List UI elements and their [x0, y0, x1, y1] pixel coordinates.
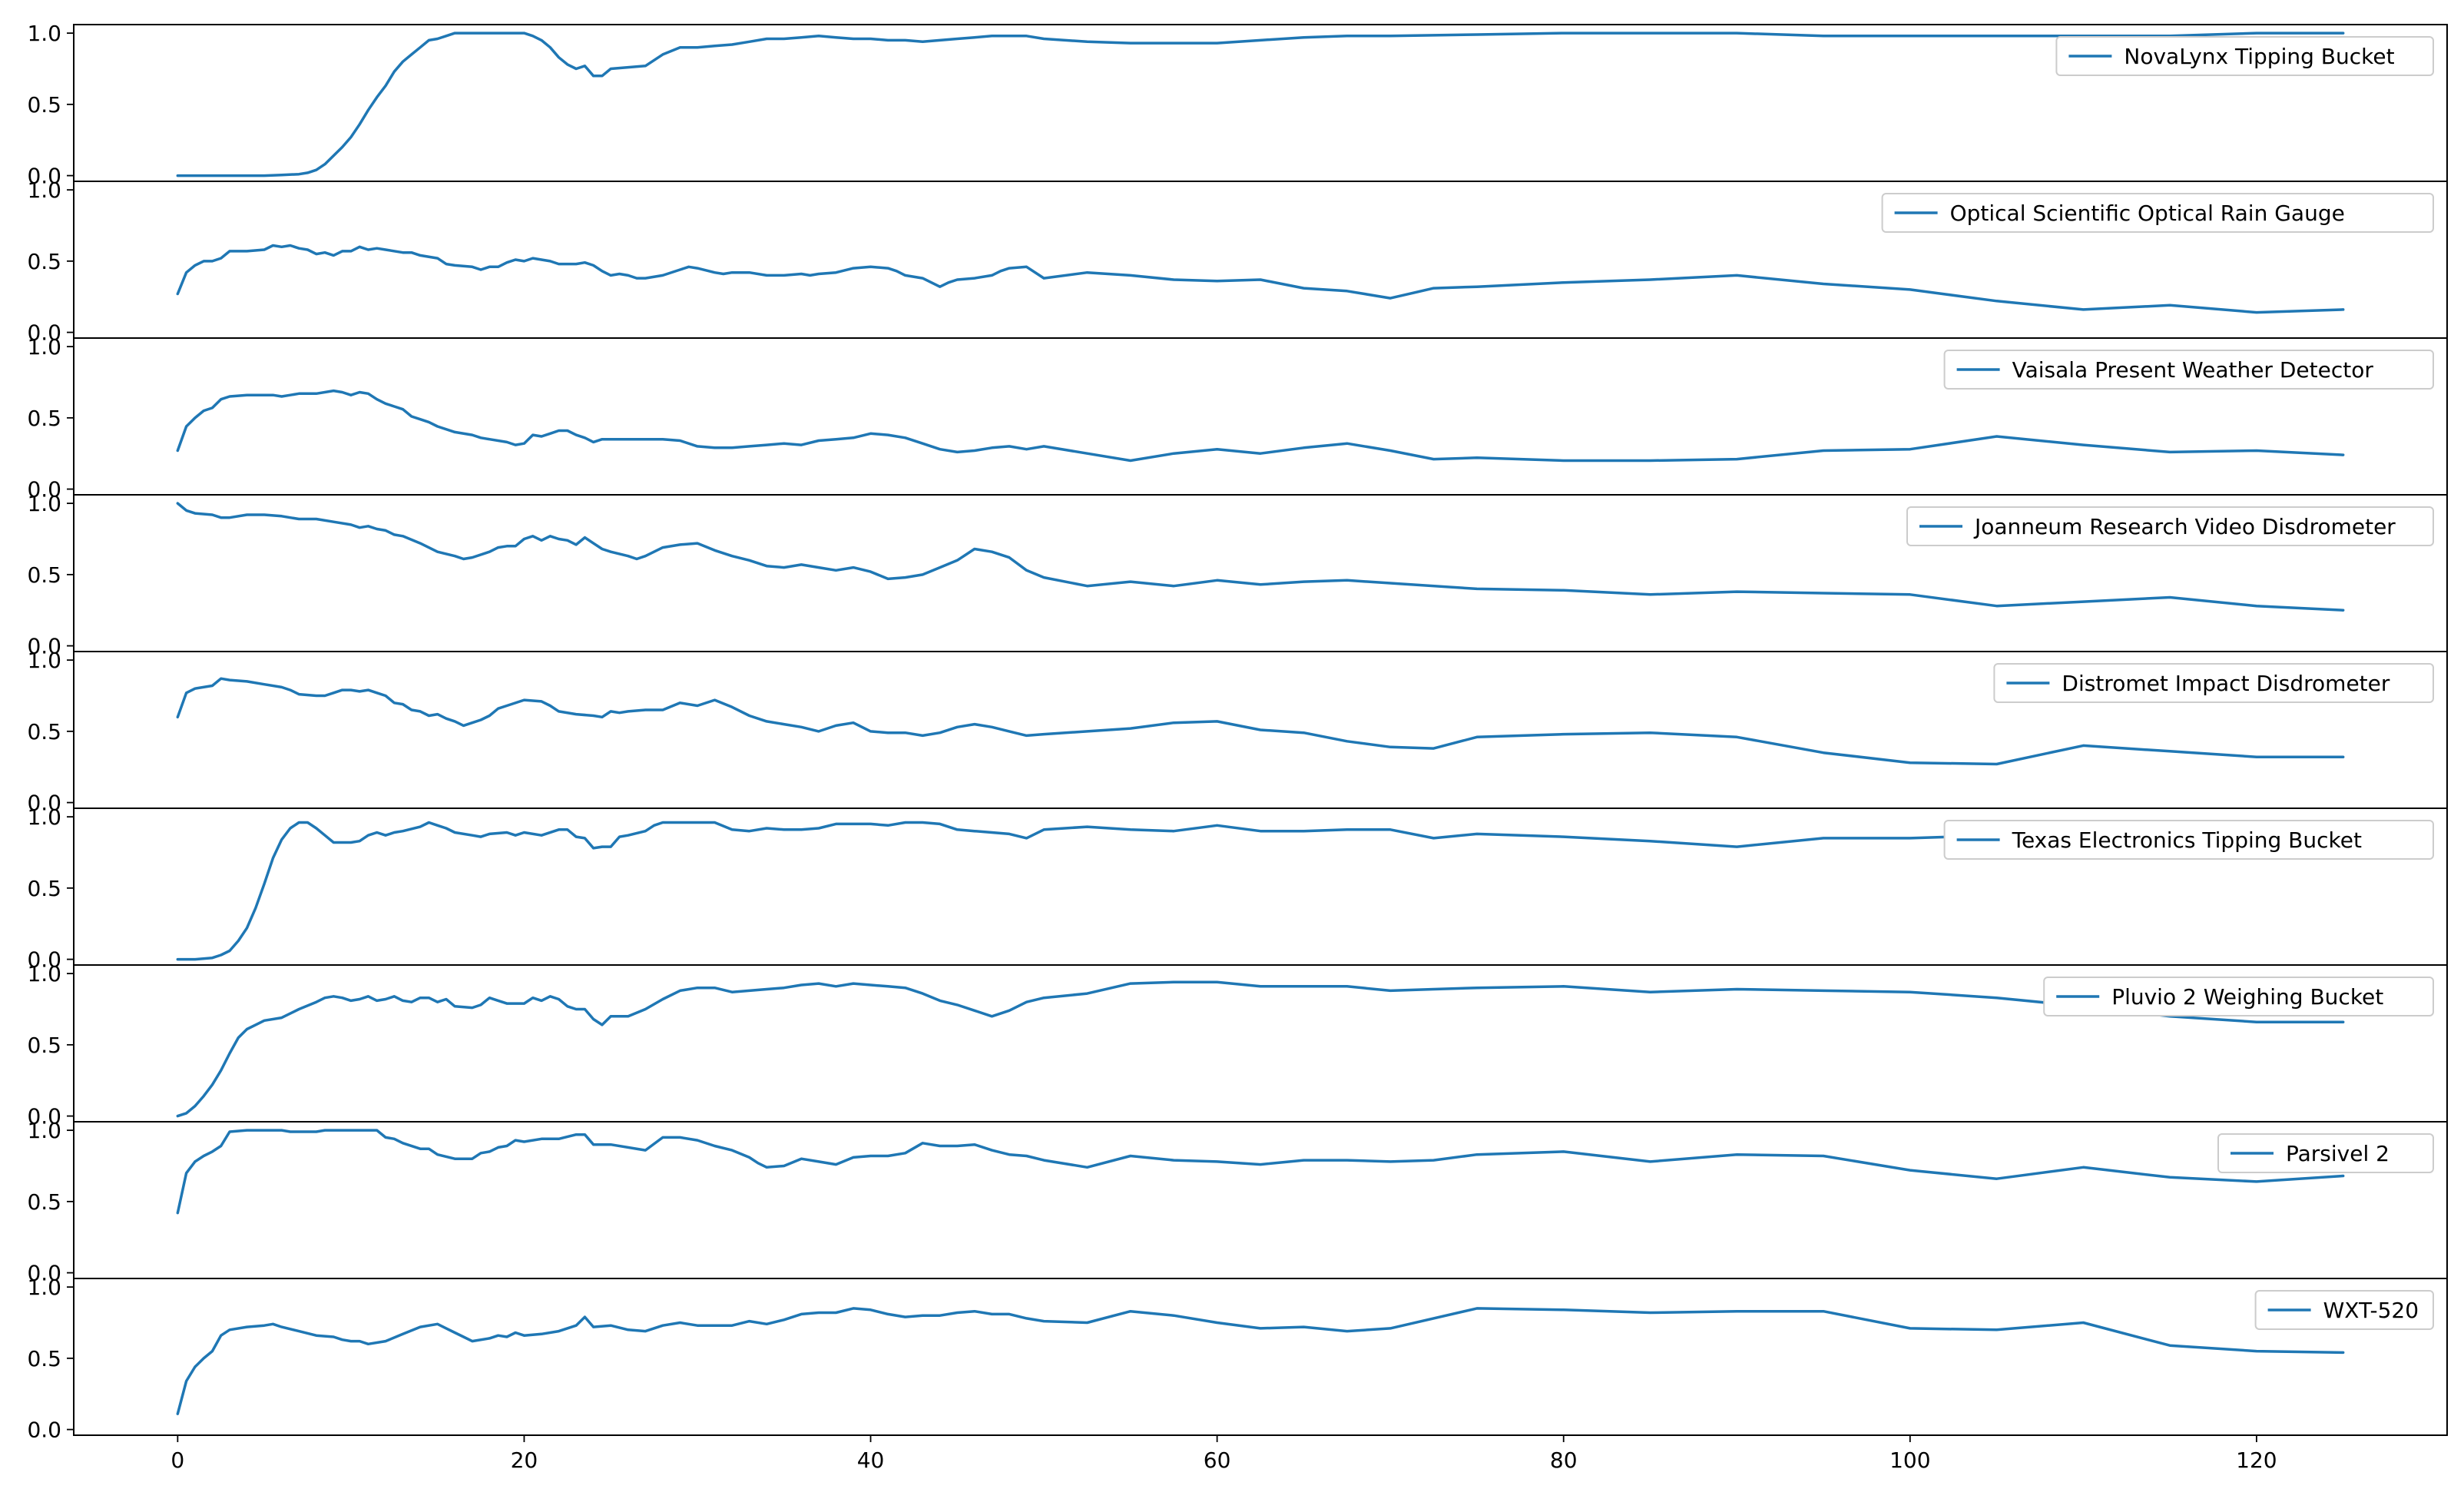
- legend-box: [2217, 1133, 2434, 1173]
- y-tick-label: 1.0: [27, 961, 61, 987]
- subplot-panel: 0.0 0.5 1.0 NovaLynx Tipping Bucket: [27, 21, 2448, 189]
- legend-label: Joanneum Research Video Disdrometer: [1973, 514, 2396, 539]
- legend: Pluvio 2 Weighing Bucket: [2043, 977, 2434, 1016]
- x-tick-label: 60: [1204, 1448, 1231, 1473]
- axes-frame: [73, 1278, 2448, 1436]
- series-line: [176, 980, 2345, 1118]
- legend-label: NovaLynx Tipping Bucket: [2124, 44, 2394, 69]
- legend-label: Optical Scientific Optical Rain Gauge: [1950, 201, 2345, 226]
- series-line: [176, 502, 2345, 612]
- legend: Optical Scientific Optical Rain Gauge: [1881, 193, 2435, 233]
- series-line: [176, 1129, 2345, 1215]
- y-tick-label: 0.5: [27, 562, 61, 588]
- y-tick-label: 1.0: [27, 804, 61, 830]
- legend-label: WXT-520: [2323, 1298, 2419, 1323]
- legend-box: [2254, 1290, 2435, 1330]
- subplot-panel: 0.0 0.5 1.0 Optical Scientific Optical Rain…: [27, 177, 2448, 346]
- axes-frame: [73, 1121, 2448, 1279]
- legend: Distromet Impact Disdrometer: [1993, 663, 2434, 703]
- x-tick-label: 0: [171, 1448, 184, 1473]
- subplot-panel: 0.0 0.5 1.0 WXT-520: [27, 1275, 2448, 1443]
- series-line: [176, 32, 2345, 177]
- y-tick-label: 0.5: [27, 1189, 61, 1215]
- y-tick-label: 0.5: [27, 876, 61, 901]
- subplot-panel: 0.0 0.5 1.0 Texas Electronics Tipping Bucke…: [27, 804, 2448, 973]
- x-tick-label: 100: [1889, 1448, 1930, 1473]
- y-tick-label: 1.0: [27, 648, 61, 673]
- y-tick-label: 0.5: [27, 249, 61, 274]
- y-tick-label: 0.0: [27, 320, 61, 346]
- y-tick-label: 0.0: [27, 1261, 61, 1286]
- subplot-panel: 0.0 0.5 1.0 Vaisala Present Weather Detecto…: [27, 334, 2448, 502]
- legend-label: Pluvio 2 Weighing Bucket: [2111, 984, 2383, 1010]
- legend-label: Vaisala Present Weather Detector: [2012, 357, 2374, 383]
- x-tick-label: 20: [511, 1448, 538, 1473]
- legend: WXT-520: [2254, 1290, 2435, 1330]
- legend-box: [1906, 506, 2434, 546]
- y-tick-label: 0.0: [27, 1104, 61, 1129]
- subplot-panel: 0.0 0.5 1.0 Joanneum Research Video Disdrom…: [27, 491, 2448, 659]
- legend-box: [1943, 820, 2435, 860]
- series-line: [176, 244, 2345, 314]
- x-tick-label: 40: [857, 1448, 885, 1473]
- legend: Vaisala Present Weather Detector: [1943, 350, 2435, 390]
- legend-label: Texas Electronics Tipping Bucket: [2012, 827, 2362, 853]
- x-axis: 0 20 40 60 80 100 120: [171, 1435, 2277, 1473]
- legend: Joanneum Research Video Disdrometer: [1906, 506, 2434, 546]
- legend-box: [1993, 663, 2434, 703]
- legend-label: Parsivel 2: [2286, 1141, 2389, 1166]
- y-tick-label: 0.5: [27, 92, 61, 118]
- y-tick-label: 1.0: [27, 1275, 61, 1300]
- x-tick-label: 120: [2236, 1448, 2277, 1473]
- subplot-panel: 0.0 0.5 1.0 Pluvio 2 Weighing Bucket: [27, 961, 2448, 1129]
- y-tick-label: 1.0: [27, 21, 61, 46]
- legend-box: [2055, 36, 2434, 76]
- subplot-panel: 0.0 0.5 1.0 Parsivel 2: [27, 1118, 2448, 1286]
- legend: Texas Electronics Tipping Bucket: [1943, 820, 2435, 860]
- y-tick-label: 1.0: [27, 1118, 61, 1143]
- y-tick-label: 0.0: [27, 164, 61, 189]
- y-tick-label: 0.5: [27, 1346, 61, 1371]
- y-tick-label: 1.0: [27, 334, 61, 360]
- legend-box: [2043, 977, 2434, 1016]
- y-tick-label: 0.5: [27, 406, 61, 431]
- y-tick-label: 0.5: [27, 719, 61, 744]
- subplot-panel: 0.0 0.5 1.0 Distromet Impact Disdrometer: [27, 648, 2448, 816]
- y-tick-label: 0.0: [27, 477, 61, 502]
- y-tick-label: 0.0: [27, 1418, 61, 1443]
- legend: Parsivel 2: [2217, 1133, 2434, 1173]
- series-line: [176, 821, 2345, 961]
- y-tick-label: 0.0: [27, 947, 61, 973]
- y-tick-label: 1.0: [27, 491, 61, 516]
- series-line: [176, 389, 2345, 463]
- x-tick-label: 80: [1550, 1448, 1578, 1473]
- y-tick-label: 1.0: [27, 177, 61, 203]
- legend: NovaLynx Tipping Bucket: [2055, 36, 2434, 76]
- y-tick-label: 0.0: [27, 634, 61, 659]
- y-tick-label: 0.5: [27, 1033, 61, 1058]
- legend-box: [1881, 193, 2435, 233]
- series-line: [176, 1307, 2345, 1415]
- legend-box: [1943, 350, 2435, 390]
- y-tick-label: 0.0: [27, 791, 61, 816]
- series-line: [176, 677, 2345, 766]
- legend-label: Distromet Impact Disdrometer: [2062, 671, 2389, 696]
